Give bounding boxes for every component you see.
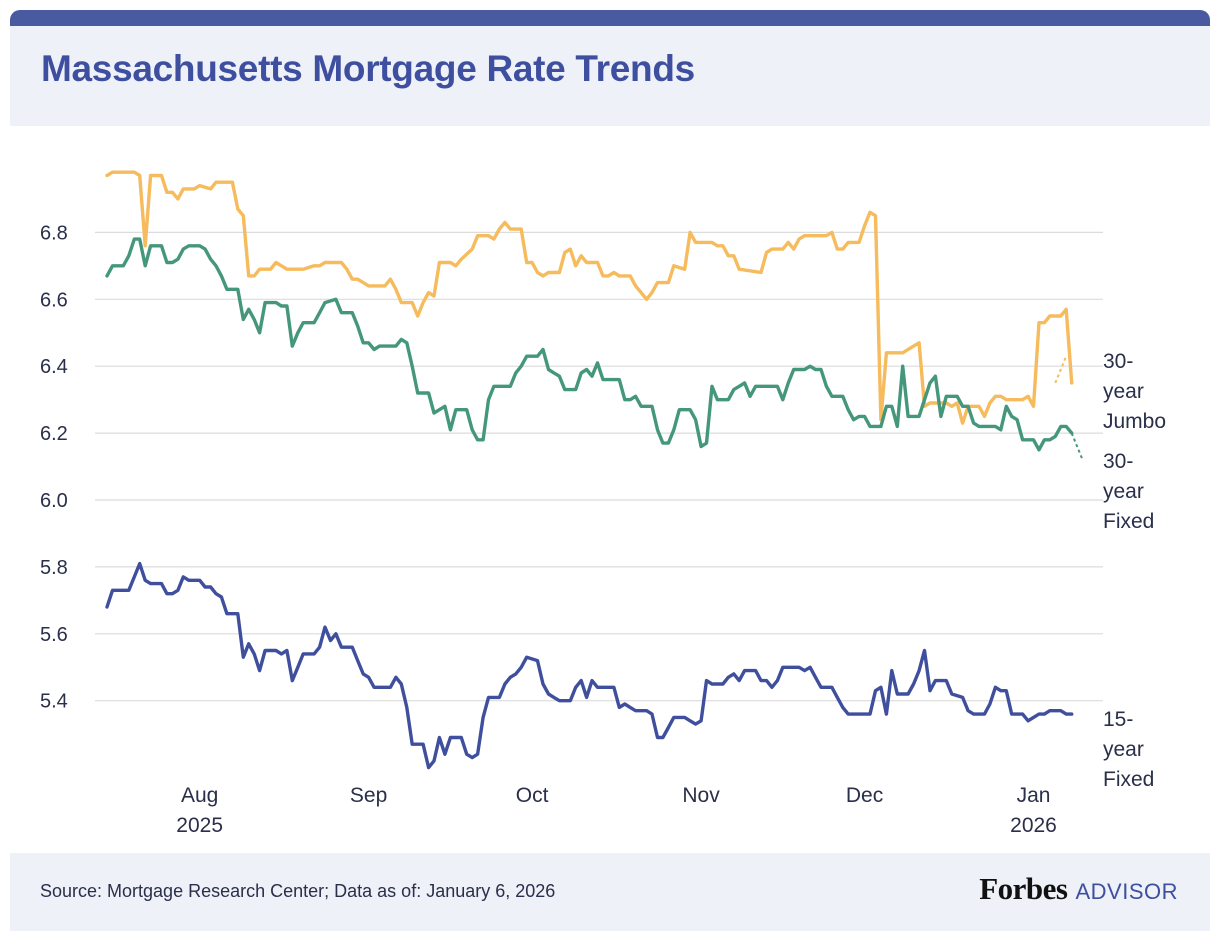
y-tick-label: 6.0 (40, 490, 68, 512)
y-tick-label: 5.6 (40, 624, 68, 646)
x-tick-label: Nov (682, 784, 720, 807)
series-label: year (1103, 738, 1144, 761)
source-note: Source: Mortgage Research Center; Data a… (40, 881, 556, 901)
series-labels: 30- year Jumbo 30- year Fixed 15- year Fixed (1103, 350, 1166, 791)
series-projection-30-year-jumbo (1054, 355, 1068, 384)
series-line-30-year-jumbo (105, 170, 1074, 425)
y-tick-label: 6.4 (40, 356, 68, 378)
forbes-advisor-logo: Forbes ADVISOR (979, 871, 1178, 907)
brand-sub: ADVISOR (1075, 879, 1178, 904)
x-axis-tick-labels: Aug 2025 Sep Oct Nov Dec Jan 2026 (176, 784, 1057, 837)
series-label: 30- (1103, 450, 1133, 473)
series-label: year (1103, 480, 1144, 503)
series-label: year (1103, 380, 1144, 403)
series-projection-30-year-fixed (1070, 432, 1084, 461)
footer: Source: Mortgage Research Center; Data a… (10, 853, 1210, 931)
y-tick-label: 5.8 (40, 557, 68, 579)
brand-name: Forbes (979, 871, 1068, 906)
series-lines (105, 170, 1084, 770)
x-tick-label: 2026 (1010, 814, 1057, 837)
y-axis-tick-labels: 5.4 5.6 5.8 6.0 6.2 6.4 6.6 6.8 (40, 222, 68, 712)
y-tick-label: 6.6 (40, 289, 68, 311)
header: Massachusetts Mortgage Rate Trends (10, 26, 1210, 126)
x-tick-label: Aug (181, 784, 218, 807)
y-tick-label: 6.8 (40, 222, 68, 244)
y-tick-label: 5.4 (40, 691, 68, 713)
x-tick-label: Sep (350, 784, 387, 807)
x-tick-label: Dec (846, 784, 883, 807)
grid-lines (95, 231, 1103, 702)
series-label: Jumbo (1103, 410, 1166, 433)
series-label: 15- (1103, 708, 1133, 731)
x-tick-label: Jan (1017, 784, 1051, 807)
series-line-30-year-fixed (105, 237, 1074, 452)
series-label: Fixed (1103, 510, 1154, 533)
series-label: Fixed (1103, 768, 1154, 791)
series-line-15-year-fixed (105, 561, 1074, 770)
series-label: 30- (1103, 350, 1133, 373)
y-tick-label: 6.2 (40, 423, 68, 445)
x-tick-label: Oct (516, 784, 549, 807)
top-accent-bar (10, 10, 1210, 30)
page-title: Massachusetts Mortgage Rate Trends (41, 48, 695, 89)
x-tick-label: 2025 (176, 814, 223, 837)
